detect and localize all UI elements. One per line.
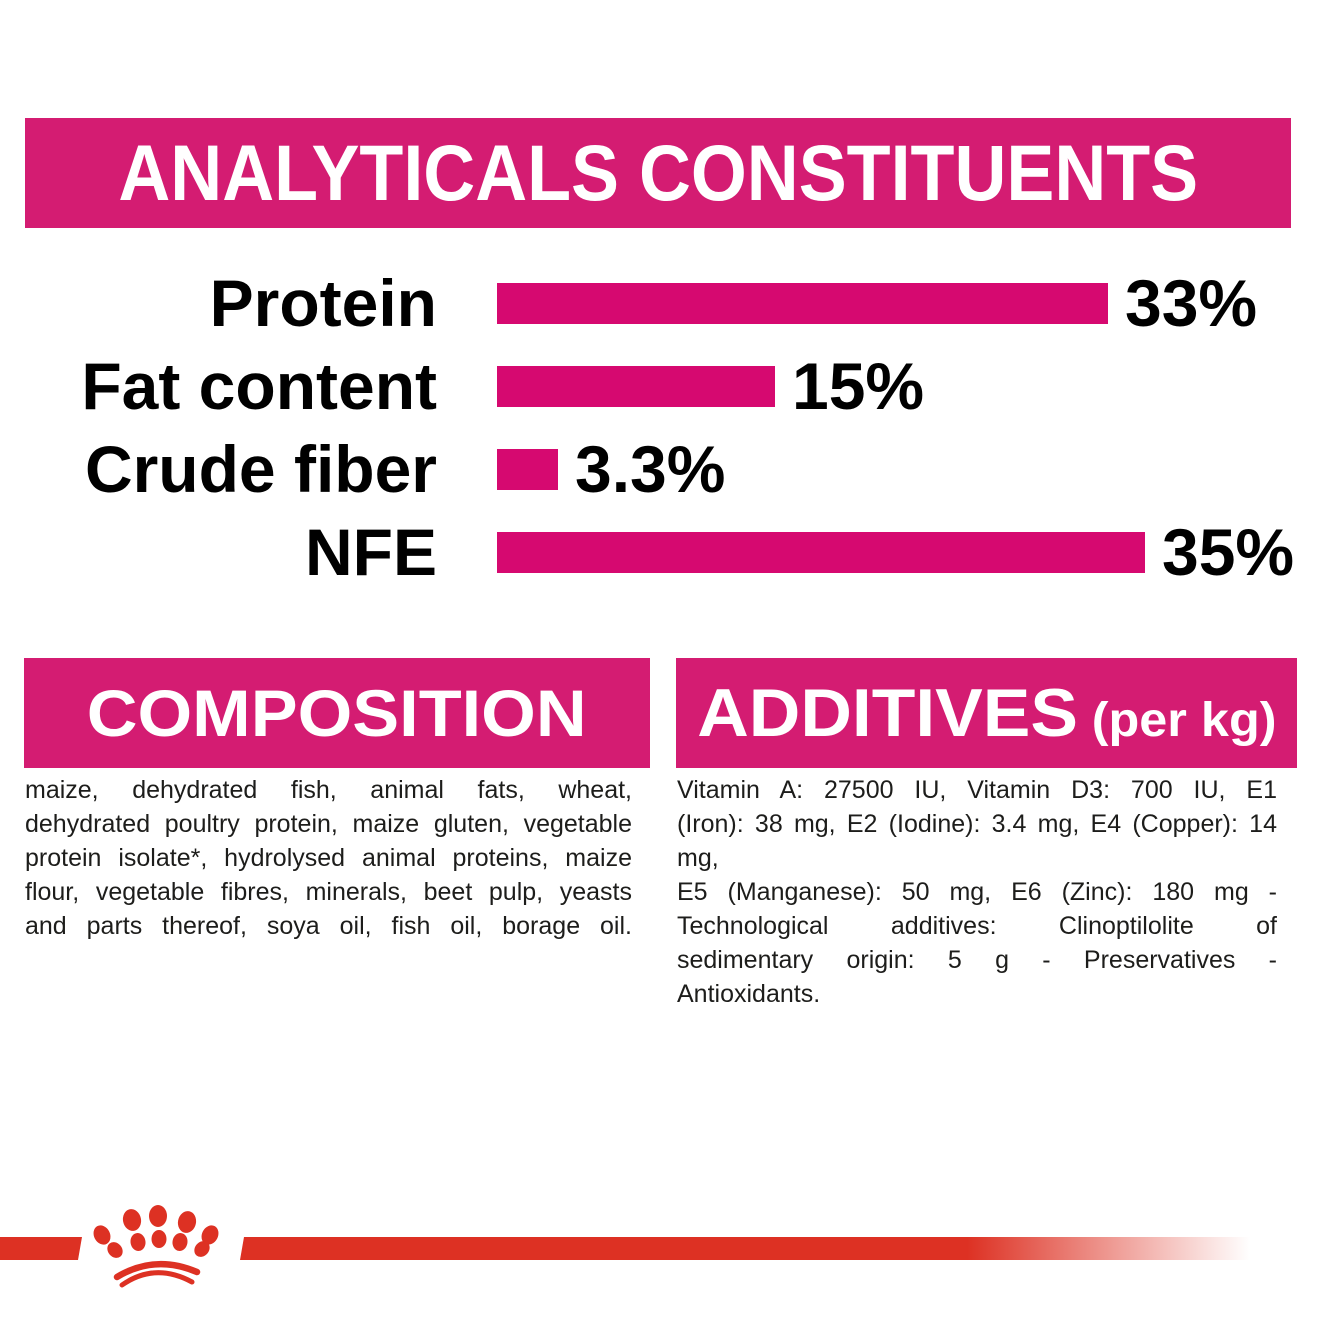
text-line: Antioxidants. [677,980,821,1008]
chart-row-fat-content: Fat content 15% [0,349,1320,423]
chart-row-protein: Protein 33% [0,266,1320,340]
text-line: sedimentary origin: 5 g - Preservatives … [677,946,1277,974]
chart-value-label-nfe: 35% [1162,515,1295,589]
text-line: Technological additives: Clinoptilolite … [677,912,1277,940]
chart-value-label-crude-fiber: 3.3% [575,432,726,506]
text-line: maize, dehydrated fish, animal fats, whe… [25,776,632,804]
additives-banner: ADDITIVES (per kg) [676,658,1297,768]
chart-bar-crude-fiber [497,449,558,490]
chart-bar-fat-content [497,366,775,407]
chart-value-label-protein: 33% [1125,266,1258,340]
additives-title: ADDITIVES [696,675,1078,751]
composition-text: maize, dehydrated fish, animal fats, whe… [25,773,632,943]
footer-stripe-right [240,1237,1250,1260]
additives-text: Vitamin A: 27500 IU, Vitamin D3: 700 IU,… [677,773,1277,1011]
chart-row-nfe: NFE 35% [0,515,1320,589]
additives-title-wrap: ADDITIVES (per kg) [697,674,1276,752]
analytical-constituents-title: ANALYTICALS CONSTITUENTS [118,128,1198,217]
chart-value-label-fat-content: 15% [792,349,925,423]
chart-category-label-crude-fiber: Crude fiber [84,432,437,506]
footer-stripe-left [0,1237,82,1260]
text-line: protein isolate*, hydrolysed animal prot… [25,844,632,872]
crown-paw-logo-icon [93,1205,219,1288]
chart-category-label-fat-content: Fat content [81,349,437,423]
text-line: and parts thereof, soya oil, fish oil, b… [25,912,632,940]
chart-row-crude-fiber: Crude fiber 3.3% [0,432,1320,506]
additives-per-kg-label: (per kg) [1091,694,1277,747]
chart-category-label-nfe: NFE [305,515,437,589]
text-line: Vitamin A: 27500 IU, Vitamin D3: 700 IU,… [677,776,1277,804]
composition-title: COMPOSITION [87,676,587,750]
text-line: dehydrated poultry protein, maize gluten… [25,810,632,838]
analytical-constituents-chart: Protein 33% Fat content 15% Crude fiber 3.3% N… [0,262,1320,597]
composition-banner: COMPOSITION [24,658,650,768]
text-line: flour, vegetable fibres, minerals, beet … [25,878,632,906]
chart-bar-nfe [497,532,1145,573]
text-line: E5 (Manganese): 50 mg, E6 (Zinc): 180 mg… [677,878,1277,906]
chart-category-label-protein: Protein [209,266,437,340]
text-line: (Iron): 38 mg, E2 (Iodine): 3.4 mg, E4 (… [677,810,1277,872]
analytical-constituents-banner: ANALYTICALS CONSTITUENTS [25,118,1291,228]
chart-bar-protein [497,283,1108,324]
